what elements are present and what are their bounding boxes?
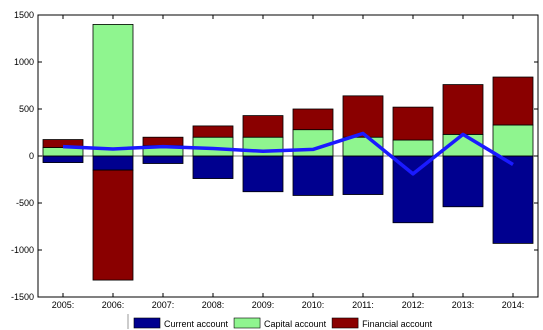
bar-financial-account (242, 115, 284, 138)
bar-current-account (92, 155, 134, 171)
bars (38, 23, 538, 281)
bar-capital-account (92, 23, 134, 157)
trend-line (62, 131, 514, 176)
x-tick-label: 2006: (102, 300, 125, 310)
x-tick-label: 2012: (402, 300, 425, 310)
bar-current-account (392, 155, 434, 224)
bar-current-account (242, 155, 284, 193)
legend: Current account Capital account Financial … (127, 314, 433, 329)
bar-current-account (192, 155, 234, 179)
x-tick-label: 2007: (152, 300, 175, 310)
y-tick-label: 1000 (14, 57, 34, 67)
bar-financial-account (92, 169, 134, 281)
y-tick-label: 1500 (14, 10, 34, 20)
bar-financial-account (392, 106, 434, 141)
bar-current-account (292, 155, 334, 196)
x-tick-label: 2009: (252, 300, 275, 310)
legend-swatch (233, 317, 261, 329)
bar-capital-account (392, 139, 434, 157)
x-tick-label: 2010: (302, 300, 325, 310)
y-tick-label: 0 (29, 151, 34, 161)
bar-current-account (342, 155, 384, 195)
bar-financial-account (142, 136, 184, 147)
bar-financial-account (292, 108, 334, 131)
bar-current-account (142, 155, 184, 164)
x-tick-label: 2011: (352, 300, 374, 310)
bar-financial-account (492, 76, 534, 126)
y-tick-label: -1500 (11, 292, 34, 302)
x-axis: 2005: 2006: 2007: 2008: 2009: 2010: 2011: 2012:… (52, 15, 525, 310)
legend-label: Current account (164, 319, 229, 329)
y-tick-label: 500 (19, 104, 34, 114)
bar-capital-account (492, 124, 534, 157)
x-tick-label: 2005: (52, 300, 75, 310)
legend-swatch (331, 317, 359, 329)
bar-financial-account (442, 84, 484, 135)
legend-label: Financial account (362, 319, 433, 329)
legend-label: Capital account (264, 319, 327, 329)
y-tick-label: -1000 (11, 245, 34, 255)
bar-capital-account (242, 136, 284, 157)
x-tick-label: 2013: (452, 300, 475, 310)
bar-financial-account (342, 95, 384, 138)
legend-swatch (133, 317, 161, 329)
bar-financial-account (192, 125, 234, 138)
x-tick-label: 2014: (502, 300, 525, 310)
x-tick-label: 2008: (202, 300, 225, 310)
bar-current-account (42, 155, 84, 163)
bar-current-account (442, 155, 484, 208)
bar-current-account (492, 155, 534, 244)
y-tick-label: -500 (16, 198, 34, 208)
bar-capital-account (292, 129, 334, 157)
